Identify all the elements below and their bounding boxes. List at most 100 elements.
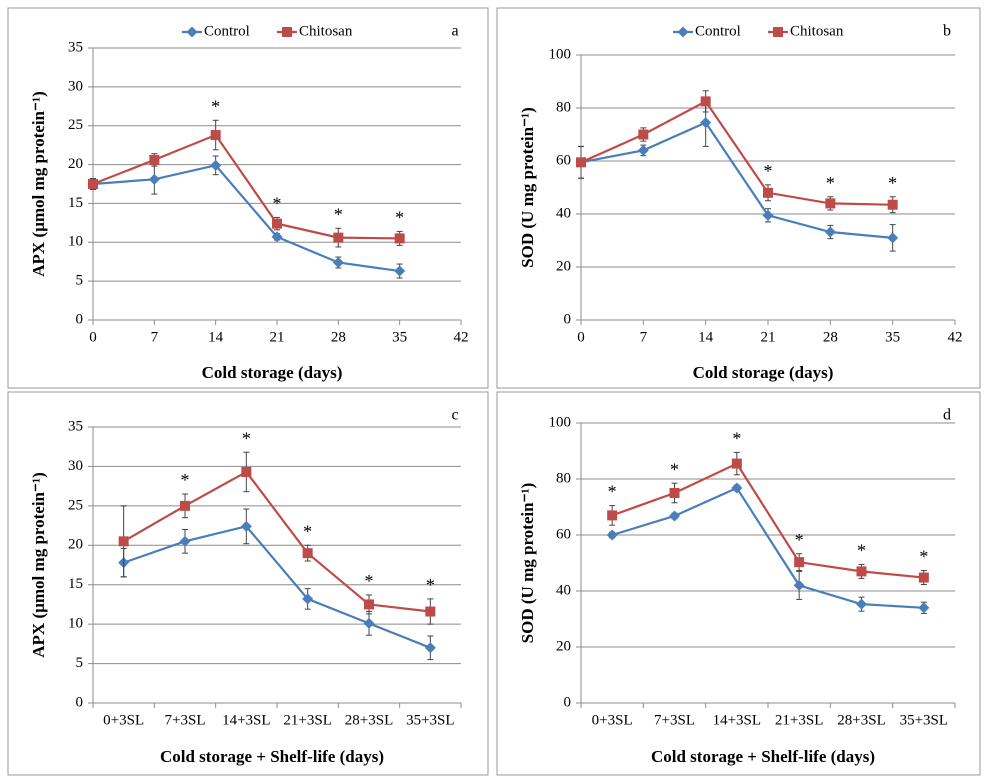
marker: [333, 232, 344, 243]
y-tick-label: 0: [76, 694, 84, 710]
panel-label: c: [451, 407, 458, 424]
y-tick-label: 80: [556, 99, 571, 115]
x-axis-label: Cold storage + Shelf-life (days): [160, 747, 384, 766]
significance: *: [764, 161, 773, 181]
x-tick-label: 35: [885, 329, 900, 345]
x-tick-label: 14: [208, 329, 224, 345]
marker: [118, 536, 129, 547]
x-tick-label: 14+3SL: [222, 712, 270, 728]
panel-frame: [7, 391, 489, 776]
marker: [332, 256, 344, 268]
x-tick-label: 28: [823, 329, 838, 345]
y-tick-label: 15: [68, 576, 83, 592]
series-line: [123, 470, 431, 613]
significance: *: [273, 194, 282, 214]
marker: [731, 458, 742, 469]
x-tick-label: 21+3SL: [775, 712, 823, 728]
significance: *: [426, 575, 435, 595]
x-tick-label: 28+3SL: [837, 712, 885, 728]
series-line: [580, 99, 893, 206]
marker: [637, 144, 649, 156]
x-tick-label: 7: [640, 329, 648, 345]
x-tick-label: 21: [761, 329, 776, 345]
y-tick-label: 25: [68, 117, 83, 133]
x-tick-label: 42: [454, 329, 469, 345]
marker: [762, 209, 774, 221]
y-tick-label: 100: [549, 46, 572, 62]
y-tick-label: 25: [68, 497, 83, 513]
y-tick-label: 0: [564, 694, 572, 710]
marker: [394, 265, 406, 277]
marker: [363, 617, 375, 629]
y-tick-label: 15: [68, 195, 83, 211]
marker: [607, 510, 618, 521]
marker: [700, 117, 712, 129]
y-tick-label: 35: [68, 39, 83, 55]
x-tick-label: 7: [151, 329, 159, 345]
marker: [271, 231, 283, 243]
marker: [88, 179, 98, 189]
marker: [606, 529, 618, 541]
marker: [282, 27, 292, 37]
legend-label: Control: [204, 23, 250, 39]
marker: [424, 642, 436, 654]
y-tick-label: 100: [549, 414, 572, 430]
significance: *: [395, 208, 404, 228]
x-tick-label: 35+3SL: [900, 712, 948, 728]
marker: [731, 482, 743, 494]
legend-label: Chitosan: [790, 23, 844, 39]
y-axis-label: APX (µmol mg protein⁻¹): [29, 472, 48, 658]
x-tick-label: 35: [392, 329, 407, 345]
series-line: [611, 486, 924, 609]
y-tick-label: 20: [68, 156, 83, 172]
panel-label: a: [451, 23, 458, 40]
marker: [240, 520, 252, 532]
significance: *: [795, 530, 804, 550]
marker: [793, 579, 805, 591]
y-tick-label: 20: [556, 258, 571, 274]
series-line: [92, 164, 400, 273]
marker: [763, 187, 773, 198]
x-axis-label: Cold storage (days): [202, 363, 343, 382]
x-tick-label: 0+3SL: [592, 712, 633, 728]
marker: [700, 96, 711, 107]
significance: *: [608, 482, 617, 502]
panel-frame: [496, 7, 981, 389]
marker: [576, 157, 586, 168]
y-tick-label: 5: [76, 655, 84, 671]
significance: *: [888, 173, 897, 193]
x-tick-label: 42: [948, 329, 963, 345]
series-line: [580, 121, 893, 239]
marker: [179, 535, 191, 547]
marker: [241, 466, 252, 477]
legend-label: Control: [695, 23, 741, 39]
panel-label: b: [943, 23, 951, 40]
significance: *: [365, 571, 374, 591]
marker: [918, 572, 929, 583]
significance: *: [826, 173, 835, 193]
marker: [364, 599, 374, 610]
marker: [856, 566, 867, 577]
x-tick-label: 14: [698, 329, 714, 345]
marker: [425, 606, 436, 617]
x-tick-label: 0+3SL: [103, 712, 144, 728]
marker: [824, 226, 836, 238]
x-tick-label: 7+3SL: [165, 712, 206, 728]
marker: [186, 26, 198, 38]
marker: [677, 26, 689, 38]
series-line: [123, 525, 431, 649]
y-tick-label: 20: [68, 537, 83, 553]
marker: [210, 159, 222, 171]
marker: [210, 130, 221, 141]
marker: [302, 593, 314, 605]
marker: [794, 557, 805, 568]
y-tick-label: 40: [556, 582, 571, 598]
significance: *: [857, 541, 866, 561]
marker: [887, 232, 899, 244]
marker: [825, 198, 836, 209]
y-tick-label: 35: [68, 418, 83, 434]
x-tick-label: 14+3SL: [713, 712, 761, 728]
panel-frame: [496, 391, 981, 776]
marker: [148, 173, 160, 185]
